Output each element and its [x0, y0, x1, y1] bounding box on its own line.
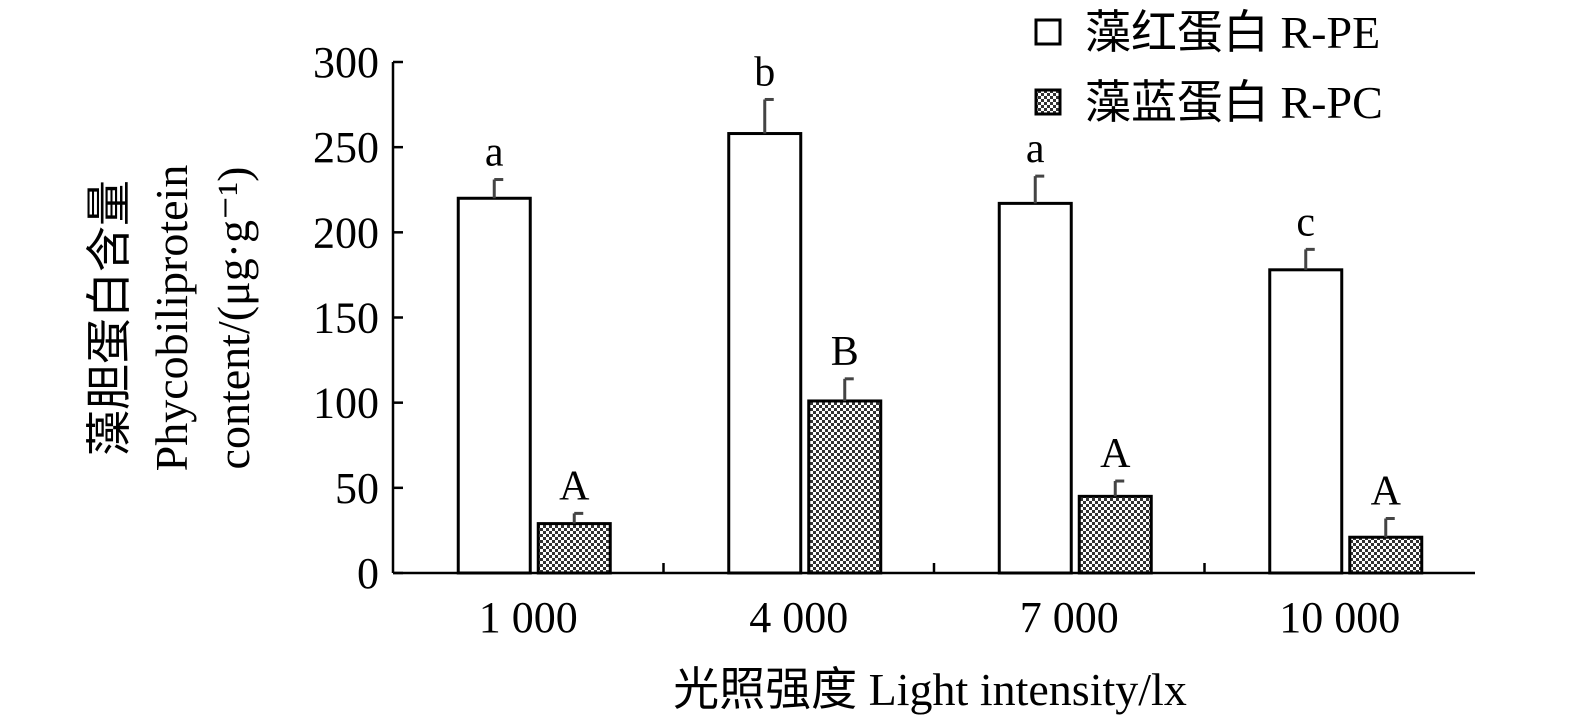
- y-tick-label: 300: [313, 38, 379, 87]
- significance-label: a: [485, 130, 504, 176]
- bar-r-pe: [1268, 268, 1344, 575]
- y-tick-label: 250: [313, 123, 379, 172]
- y-tick-label: 0: [357, 549, 379, 598]
- legend-label-r-pe: 藻红蛋白 R-PE: [1085, 7, 1380, 58]
- y-axis-title-line-1: 藻胆蛋白含量: [84, 180, 135, 456]
- x-tick-label: 10 000: [1279, 593, 1400, 642]
- legend-swatch-r-pe: [1034, 18, 1062, 46]
- significance-labels: a b a c A B A A: [485, 49, 1402, 514]
- bar-r-pc: [1077, 494, 1153, 575]
- bar-r-pc: [1348, 535, 1424, 575]
- x-tick-label: 7 000: [1020, 593, 1119, 642]
- significance-label: c: [1296, 199, 1315, 245]
- y-tick-label: 150: [313, 294, 379, 343]
- x-tick-label: 4 000: [749, 593, 848, 642]
- significance-label: b: [754, 49, 775, 95]
- bars: [456, 132, 1424, 575]
- legend-label-r-pc: 藻蓝蛋白 R-PC: [1085, 77, 1383, 128]
- x-tick-label: 1 000: [479, 593, 578, 642]
- legend: 藻红蛋白 R-PE 藻蓝蛋白 R-PC: [1034, 7, 1383, 128]
- x-axis-title: 光照强度 Light intensity/lx: [673, 664, 1187, 715]
- y-tick-label: 100: [313, 379, 379, 428]
- error-bars: [492, 97, 1395, 538]
- significance-label: A: [1100, 431, 1131, 477]
- y-ticks: 0 50 100 150 200 250 300: [313, 38, 403, 598]
- y-tick-label: 200: [313, 208, 379, 257]
- bar-r-pe: [997, 201, 1073, 575]
- significance-label: a: [1026, 126, 1045, 172]
- y-tick-label: 50: [335, 464, 379, 513]
- significance-label: A: [1371, 468, 1402, 514]
- bar-r-pe: [727, 132, 803, 575]
- legend-swatch-r-pc: [1034, 88, 1062, 116]
- y-axis-title-line-3: content/(μg·g⁻¹): [208, 167, 259, 470]
- y-axis-title-line-2: Phycobiliprotein: [146, 165, 197, 472]
- y-axis-title: 藻胆蛋白含量 Phycobiliprotein content/(μg·g⁻¹): [84, 165, 259, 472]
- significance-label: A: [559, 463, 590, 509]
- significance-label: B: [831, 329, 859, 375]
- bar-r-pc: [807, 399, 883, 575]
- bar-r-pc: [536, 522, 612, 575]
- x-ticks: 1 000 4 000 7 000 10 000: [479, 563, 1400, 642]
- bar-r-pe: [456, 196, 532, 575]
